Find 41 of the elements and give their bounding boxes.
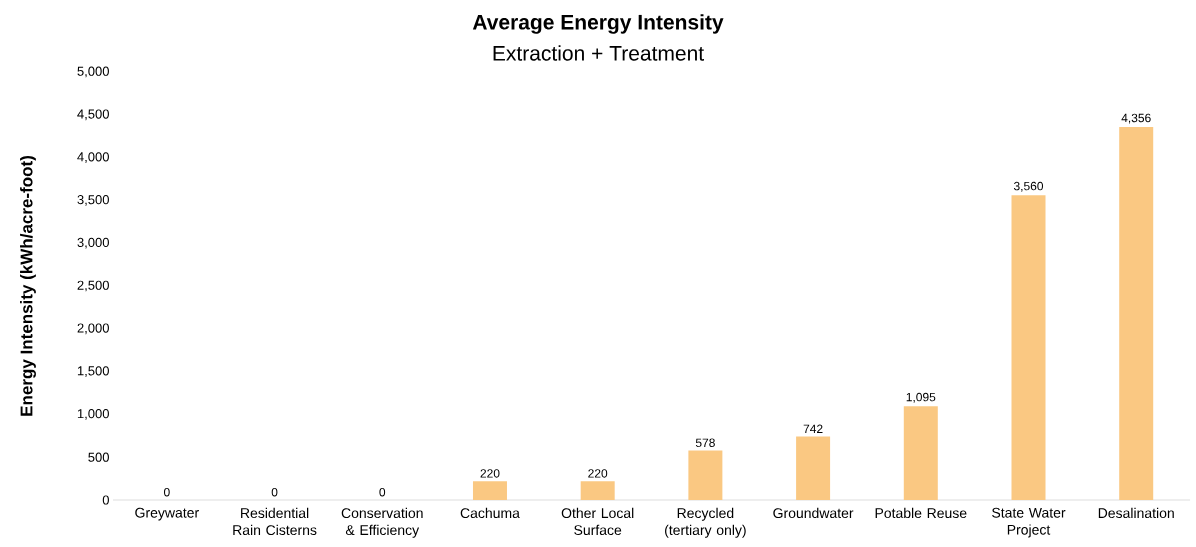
data-label: 220 [480, 469, 500, 478]
data-label: 0 [379, 487, 386, 497]
x-tick-label: Recycled (tertiary only) [665, 507, 746, 538]
y-tick-label: 4,500 [77, 109, 109, 121]
x-tick-label: Desalination [1098, 507, 1174, 519]
data-label: 0 [163, 487, 170, 497]
y-tick-label: 1,000 [77, 409, 109, 420]
x-tick-label: State Water Project [992, 507, 1066, 538]
y-tick-label: 2,500 [77, 280, 109, 292]
bar [1011, 195, 1046, 500]
bar [1119, 127, 1154, 500]
x-tick-label: Groundwater [773, 507, 854, 519]
x-tick-label: Cachuma [460, 507, 520, 519]
bar [903, 406, 938, 500]
chart-title: Average Energy Intensity [472, 14, 724, 34]
data-label: 4,356 [1121, 113, 1151, 124]
y-tick-label: 0 [102, 495, 109, 505]
y-tick-label: 500 [88, 452, 109, 462]
x-tick-label: Conservation & Efficiency [341, 507, 423, 538]
bar [580, 481, 615, 500]
y-tick-label: 3,500 [77, 195, 109, 206]
data-label: 578 [695, 438, 715, 448]
data-label: 3,560 [1013, 181, 1044, 192]
data-label: 1,095 [906, 392, 936, 403]
y-tick-label: 1,500 [77, 366, 109, 377]
data-label: 220 [588, 469, 608, 478]
bar [796, 436, 831, 500]
x-tick-label: Other Local Surface [561, 507, 634, 536]
x-tick-label: Greywater [135, 507, 199, 521]
chart-subtitle: Extraction + Treatment [493, 45, 704, 61]
bar [472, 481, 507, 500]
y-axis-title: Energy Intensity (kWh/acre-foot) [20, 156, 36, 416]
y-tick-label: 3,000 [77, 237, 109, 249]
x-tick-label: Residential Rain Cisterns [233, 507, 317, 536]
y-tick-label: 4,000 [77, 152, 109, 163]
data-label: 742 [803, 424, 823, 433]
data-label: 0 [271, 487, 278, 497]
y-tick-label: 2,000 [77, 323, 109, 335]
x-tick-label: Potable Reuse [875, 507, 967, 519]
bar [688, 450, 723, 500]
y-tick-label: 5,000 [77, 66, 109, 78]
